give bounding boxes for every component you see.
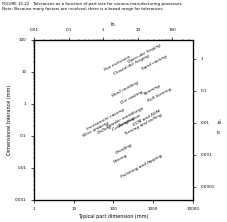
Text: Turning and milling: Turning and milling <box>125 113 163 136</box>
Text: Grinding: Grinding <box>115 142 133 155</box>
Text: Powder metallurgy: Powder metallurgy <box>106 106 144 129</box>
Text: Polishing and lapping: Polishing and lapping <box>121 154 163 179</box>
Text: Swaging: Swaging <box>118 116 136 129</box>
Text: FIGURE 15.22   Tolerances as a function of part size for various manufacturing p: FIGURE 15.22 Tolerances as a function of… <box>2 2 183 11</box>
Text: Investment casting: Investment casting <box>86 108 125 131</box>
Text: Drilling: Drilling <box>97 124 113 135</box>
Text: Roll forming: Roll forming <box>147 87 172 103</box>
Text: B: B <box>217 131 220 135</box>
Text: Wire drawing: Wire drawing <box>82 121 109 138</box>
Text: Hot extrusion: Hot extrusion <box>103 55 131 72</box>
X-axis label: in.: in. <box>111 22 116 27</box>
Text: Honing: Honing <box>113 153 128 164</box>
Y-axis label: in.: in. <box>218 117 223 123</box>
Text: Die casting: Die casting <box>121 89 144 105</box>
Text: Closed-die forging: Closed-die forging <box>114 54 151 76</box>
Text: Sand casting: Sand casting <box>141 54 168 71</box>
X-axis label: Typical part dimension (mm): Typical part dimension (mm) <box>78 214 149 219</box>
Y-axis label: Dimensional tolerance (mm): Dimensional tolerance (mm) <box>7 85 12 155</box>
Text: Spinning: Spinning <box>143 83 162 96</box>
Text: ECM and EDM: ECM and EDM <box>132 109 161 127</box>
Text: Open-die forging: Open-die forging <box>127 43 162 64</box>
Text: Shell molding: Shell molding <box>111 81 139 98</box>
Text: Cold extrusion: Cold extrusion <box>112 114 141 132</box>
